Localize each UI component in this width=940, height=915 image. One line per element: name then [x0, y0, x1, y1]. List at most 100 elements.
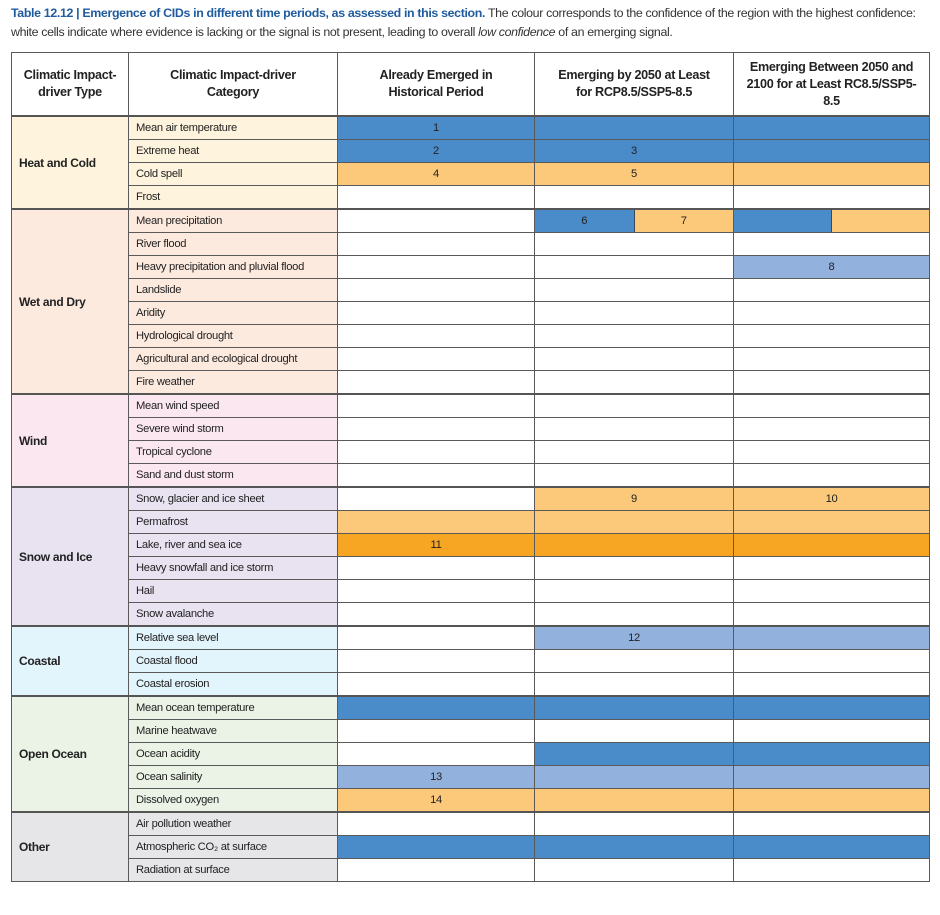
emergence-cell-by-2050: 12 — [534, 625, 734, 650]
emergence-cell-2050-2100 — [733, 232, 930, 256]
header-2050: Emerging by 2050 at Least for RCP8.5/SSP… — [534, 52, 734, 117]
emergence-cell-by-2050 — [534, 324, 734, 348]
table-row: Wind Mean wind speed — [11, 393, 930, 488]
emergence-cell-by-2050 — [534, 672, 734, 697]
cell-label: 11 — [430, 539, 442, 551]
table-caption: Table 12.12 | Emergence of CIDs in diffe… — [11, 4, 933, 42]
table-row: Fire weather — [12, 370, 930, 395]
emergence-cell-historical — [337, 649, 535, 673]
table-row: Extreme heat 2 3 — [12, 139, 930, 163]
emergence-cell-2050-2100 — [733, 370, 930, 395]
table-row: Coastal Relative sea level 12 — [11, 625, 930, 697]
table-row: Landslide — [12, 278, 930, 302]
caption-text: The colour corresponds to the confidence… — [11, 6, 916, 39]
cid-category-cell: Agricultural and ecological drought — [128, 347, 338, 371]
emergence-cell-historical — [337, 463, 535, 488]
header-2050-2100: Emerging Between 2050 and 2100 for at Le… — [733, 52, 930, 117]
emergence-cell-2050-2100 — [733, 533, 930, 557]
emergence-cell-2050-2100 — [733, 579, 930, 603]
split-part — [734, 210, 832, 232]
cell-label: 4 — [433, 168, 439, 180]
cell-label: 5 — [631, 168, 637, 180]
emergence-cell-by-2050 — [534, 463, 734, 488]
emergence-cell-by-2050: 9 — [534, 486, 734, 511]
emergence-cell-2050-2100: 8 — [733, 255, 930, 279]
emergence-cell-by-2050 — [534, 579, 734, 603]
table-row: Frost — [12, 185, 930, 210]
emergence-cell-by-2050 — [534, 255, 734, 279]
cid-type-cell: Heat and Cold — [11, 115, 129, 210]
table-row: Aridity — [12, 301, 930, 325]
emergence-cell-by-2050 — [534, 835, 734, 859]
caption-italic: low confidence — [478, 25, 556, 39]
emergence-cell-2050-2100 — [733, 301, 930, 325]
cid-category-cell: Dissolved oxygen — [128, 788, 338, 813]
table-row: Heavy snowfall and ice storm — [12, 556, 930, 580]
emergence-cell-by-2050 — [534, 510, 734, 534]
cid-category-cell: Tropical cyclone — [128, 440, 338, 464]
cid-category-cell: Relative sea level — [128, 625, 338, 650]
emergence-cell-2050-2100 — [733, 811, 930, 836]
emergence-cell-by-2050 — [534, 278, 734, 302]
emergence-cell-2050-2100 — [733, 765, 930, 789]
table-row: Snow avalanche — [12, 602, 930, 627]
table-row: Ocean salinity 13 — [12, 765, 930, 789]
cid-category-cell: Aridity — [128, 301, 338, 325]
emergence-cell-historical — [337, 347, 535, 371]
emergence-cell-historical: 11 — [337, 533, 535, 557]
emergence-cell-by-2050: 3 — [534, 139, 734, 163]
cid-category-cell: Mean precipitation — [128, 208, 338, 233]
emergence-cell-historical — [337, 185, 535, 210]
emergence-cell-2050-2100 — [733, 162, 930, 186]
table-row: Tropical cyclone — [12, 440, 930, 464]
cell-label: 2 — [433, 145, 439, 157]
emergence-cell-2050-2100 — [733, 719, 930, 743]
emergence-cell-2050-2100 — [733, 417, 930, 441]
cell-label: 3 — [631, 145, 637, 157]
emergence-cell-2050-2100 — [733, 788, 930, 813]
emergence-cell-historical — [337, 324, 535, 348]
cid-category-cell: Marine heatwave — [128, 719, 338, 743]
caption-text-end: of an emerging signal. — [555, 25, 673, 39]
emergence-cell-by-2050 — [534, 301, 734, 325]
emergence-cell-by-2050 — [534, 649, 734, 673]
cid-category-cell: Ocean salinity — [128, 765, 338, 789]
cell-label: 1 — [433, 122, 439, 134]
table-row: Hail — [12, 579, 930, 603]
cid-category-cell: Permafrost — [128, 510, 338, 534]
emergence-cell-2050-2100 — [733, 278, 930, 302]
cid-type-cell: Snow and Ice — [11, 486, 129, 627]
emergence-cell-historical: 1 — [337, 115, 535, 140]
emergence-cell-by-2050 — [534, 602, 734, 627]
table-row: Radiation at surface — [12, 858, 930, 882]
emergence-cell-2050-2100 — [733, 858, 930, 882]
cell-label: 10 — [825, 493, 838, 505]
emergence-cell-2050-2100 — [733, 649, 930, 673]
emergence-cell-historical: 14 — [337, 788, 535, 813]
table-row: Permafrost — [12, 510, 930, 534]
table-row: Agricultural and ecological drought — [12, 347, 930, 371]
emergence-cell-historical — [337, 695, 535, 720]
emergence-cell-historical — [337, 278, 535, 302]
emergence-cell-2050-2100 — [733, 324, 930, 348]
emergence-cell-2050-2100 — [733, 510, 930, 534]
cid-category-cell: Lake, river and sea ice — [128, 533, 338, 557]
cid-category-cell: Snow avalanche — [128, 602, 338, 627]
cid-category-cell: Heavy snowfall and ice storm — [128, 556, 338, 580]
emergence-cell-historical — [337, 301, 535, 325]
table-row: Open Ocean Mean ocean temperature — [11, 695, 930, 813]
split-cell — [734, 210, 929, 232]
table-row: Heavy precipitation and pluvial flood 8 — [12, 255, 930, 279]
emergence-cell-by-2050 — [534, 719, 734, 743]
cid-category-cell: Frost — [128, 185, 338, 210]
cid-category-cell: Mean air temperature — [128, 115, 338, 140]
emergence-cell-2050-2100 — [733, 602, 930, 627]
table-row: Coastal flood — [12, 649, 930, 673]
emergence-cell-historical — [337, 835, 535, 859]
emergence-cell-2050-2100 — [733, 835, 930, 859]
cid-type-cell: Coastal — [11, 625, 129, 697]
emergence-cell-historical: 2 — [337, 139, 535, 163]
emergence-cell-by-2050 — [534, 533, 734, 557]
emergence-cell-by-2050 — [534, 115, 734, 140]
